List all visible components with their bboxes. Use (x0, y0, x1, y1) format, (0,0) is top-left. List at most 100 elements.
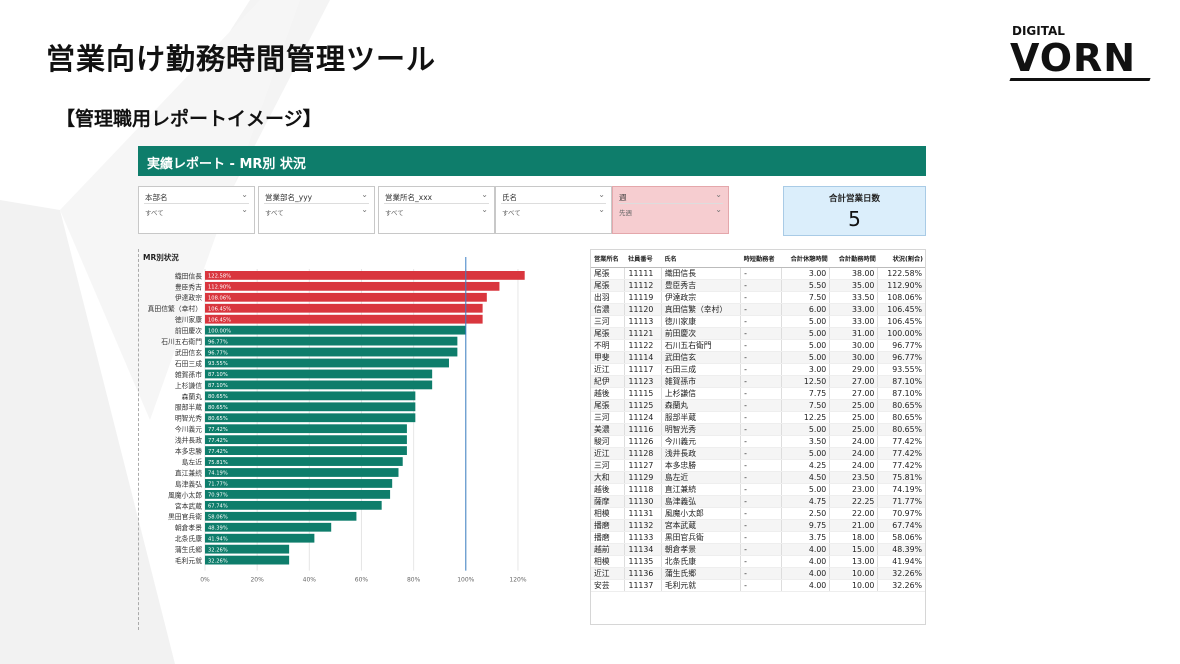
chevron-down-icon[interactable]: ⌄ (715, 190, 722, 199)
table-row[interactable]: 薩摩 11130 島津義弘 -4.75 22.25 71.77% (591, 495, 925, 508)
chart-bar[interactable] (205, 380, 433, 390)
chart-bar[interactable] (205, 446, 407, 455)
chart-bar[interactable] (205, 402, 416, 412)
chart-bar[interactable] (205, 336, 458, 346)
chart-bar[interactable] (205, 292, 487, 302)
table-cell: 駿河 (591, 435, 626, 448)
table-row[interactable]: 尾張 11121 前田慶次 -5.00 31.00 100.00% (591, 327, 925, 340)
table-row[interactable]: 大和 11129 島左近 -4.50 23.50 75.81% (591, 471, 925, 484)
table-cell: 安芸 (591, 579, 626, 592)
chart-bar[interactable] (205, 490, 391, 499)
chevron-down-icon[interactable]: ⌄ (241, 190, 248, 199)
column-header[interactable]: 氏名 (661, 250, 741, 268)
slide-title: 営業向け勤務時間管理ツール (46, 42, 437, 76)
x-tick-label: 0% (200, 577, 210, 584)
chevron-down-icon[interactable]: ⌄ (598, 190, 605, 199)
table-cell: 7.50 (781, 399, 831, 412)
chart-bar[interactable] (205, 522, 332, 532)
table-cell: 11129 (624, 471, 662, 484)
table-row[interactable]: 美濃 11116 明智光秀 -5.00 25.00 80.65% (591, 423, 925, 436)
table-row[interactable]: 出羽 11119 伊達政宗 -7.50 33.50 108.06% (591, 291, 925, 304)
slicer-value: すべて (502, 209, 521, 217)
table-row[interactable]: 安芸 11137 毛利元就 -4.00 10.00 32.26% (591, 579, 925, 592)
table-row[interactable]: 三河 11113 徳川家康 -5.00 33.00 106.45% (591, 315, 925, 328)
chevron-down-icon[interactable]: ⌄ (361, 205, 368, 214)
chart-bar[interactable] (205, 347, 458, 357)
chevron-down-icon[interactable]: ⌄ (481, 190, 488, 199)
slicer-sales-division[interactable]: 営業部名_yyy ⌄ すべて ⌄ (258, 186, 375, 234)
table-row[interactable]: 信濃 11120 真田信繁（幸村） -6.00 33.00 106.45% (591, 303, 925, 316)
slicer-headquarters[interactable]: 本部名 ⌄ すべて ⌄ (138, 186, 255, 234)
table-cell: 本多忠勝 (661, 459, 742, 472)
chevron-down-icon[interactable]: ⌄ (241, 205, 248, 214)
table-row[interactable]: 駿河 11126 今川義元 -3.50 24.00 77.42% (591, 435, 925, 448)
table-row[interactable]: 近江 11117 石田三成 -3.00 29.00 93.55% (591, 363, 925, 376)
table-cell: 10.00 (829, 567, 879, 580)
table-row[interactable]: 播磨 11133 黒田官兵衛 -3.75 18.00 58.06% (591, 531, 925, 544)
chart-bar[interactable] (205, 325, 466, 335)
table-row[interactable]: 尾張 11112 豊臣秀吉 -5.50 35.00 112.90% (591, 279, 925, 292)
chart-bar[interactable] (205, 424, 407, 434)
chart-bar[interactable] (205, 271, 525, 280)
table-row[interactable]: 尾張 11111 織田信長 -3.00 38.00 122.58% (591, 267, 925, 280)
chart-bar[interactable] (205, 281, 500, 291)
table-row[interactable]: 近江 11136 蒲生氏郷 -4.00 10.00 32.26% (591, 567, 925, 580)
chart-bar[interactable] (205, 391, 416, 401)
kpi-label: 合計営業日数 (828, 194, 880, 204)
chart-bar[interactable] (205, 369, 433, 379)
slicer-week[interactable]: 週 ⌄ 先週 ⌄ (612, 186, 729, 234)
table-row[interactable]: 紀伊 11123 雑賀孫市 -12.50 27.00 87.10% (591, 375, 925, 388)
table-row[interactable]: 越後 11118 直江兼続 -5.00 23.00 74.19% (591, 483, 925, 496)
table-row[interactable]: 越後 11115 上杉謙信 -7.75 27.00 87.10% (591, 387, 925, 400)
chart-bar[interactable] (205, 358, 449, 368)
chart-bar[interactable] (205, 435, 407, 445)
table-cell: 相模 (591, 555, 626, 568)
chart-bar[interactable] (205, 533, 315, 543)
table-cell: 伊達政宗 (661, 291, 742, 304)
table-cell: - (740, 327, 783, 340)
table-row[interactable]: 尾張 11125 森蘭丸 -7.50 25.00 80.65% (591, 399, 925, 412)
table-cell: - (740, 423, 783, 436)
chart-bar[interactable] (205, 413, 416, 423)
category-label: 石川五右衛門 (161, 337, 202, 346)
table-row[interactable]: 播磨 11132 宮本武蔵 -9.75 21.00 67.74% (591, 519, 925, 532)
table-cell: 三河 (591, 459, 626, 472)
table-row[interactable]: 近江 11128 浅井長政 -5.00 24.00 77.42% (591, 447, 925, 460)
chevron-down-icon[interactable]: ⌄ (715, 205, 722, 214)
table-cell: - (740, 519, 783, 532)
column-header[interactable]: 合計休憩時間 (781, 250, 830, 268)
chart-bar[interactable] (205, 303, 483, 313)
column-header[interactable]: 時短勤務者 (740, 250, 782, 268)
chart-bar[interactable] (205, 555, 290, 565)
chart-bar[interactable] (205, 544, 290, 554)
chart-bar[interactable] (205, 500, 382, 510)
bar-data-label: 80.65% (208, 416, 228, 422)
table-row[interactable]: 三河 11127 本多忠勝 -4.25 24.00 77.42% (591, 459, 925, 472)
table-row[interactable]: 相模 11135 北条氏康 -4.00 13.00 41.94% (591, 555, 925, 568)
table-cell: 24.00 (829, 447, 879, 460)
slicer-divider (618, 203, 723, 204)
table-row[interactable]: 相模 11131 風魔小太郎 -2.50 22.00 70.97% (591, 507, 925, 520)
slicer-name[interactable]: 氏名 ⌄ すべて ⌄ (495, 186, 612, 234)
chart-bar[interactable] (205, 468, 399, 477)
chart-bar[interactable] (205, 457, 403, 466)
table-row[interactable]: 三河 11124 服部半蔵 -12.25 25.00 80.65% (591, 411, 925, 424)
category-label: 明智光秀 (175, 414, 202, 423)
table-row[interactable]: 越前 11134 朝倉孝景 -4.00 15.00 48.39% (591, 543, 925, 556)
column-header[interactable]: 合計勤務時間 (829, 250, 878, 268)
slicer-sales-office[interactable]: 営業所名_xxx ⌄ すべて ⌄ (378, 186, 495, 234)
column-header[interactable]: 状況(割合) (877, 250, 925, 268)
table-row[interactable]: 不明 11122 石川五右衛門 -5.00 30.00 96.77% (591, 339, 925, 352)
table-cell: 33.50 (829, 291, 879, 304)
chevron-down-icon[interactable]: ⌄ (481, 205, 488, 214)
chart-bar[interactable] (205, 511, 357, 521)
chart-bar[interactable] (205, 314, 483, 324)
chevron-down-icon[interactable]: ⌄ (598, 205, 605, 214)
table-row[interactable]: 甲斐 11114 武田信玄 -5.00 30.00 96.77% (591, 351, 925, 364)
chart-bar[interactable] (205, 479, 393, 488)
column-header[interactable]: 営業所名 (591, 250, 625, 268)
column-header[interactable]: 社員番号 (624, 250, 662, 268)
table-cell: 122.58% (877, 267, 925, 280)
table-cell: 5.00 (781, 447, 831, 460)
chevron-down-icon[interactable]: ⌄ (361, 190, 368, 199)
